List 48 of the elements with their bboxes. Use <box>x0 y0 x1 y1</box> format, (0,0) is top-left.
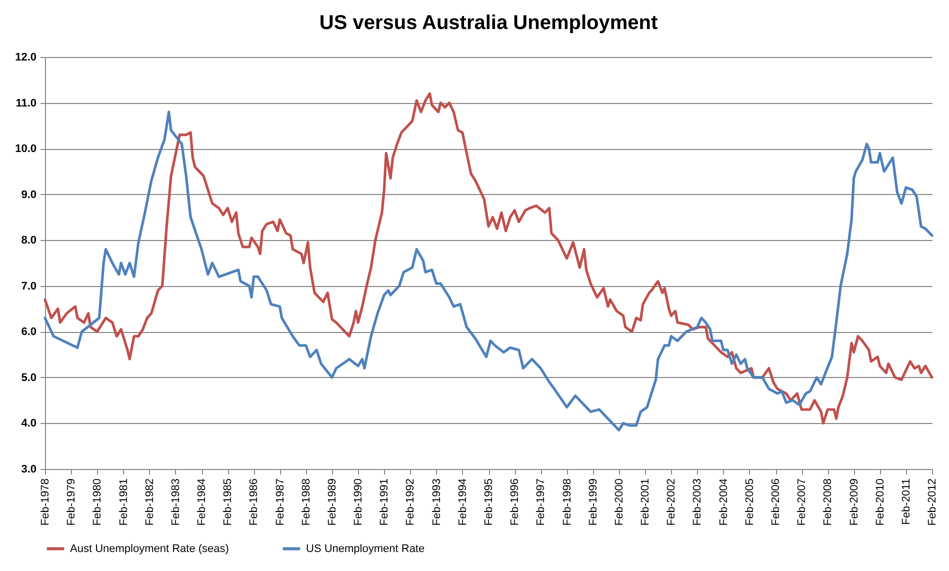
x-tick-label: Feb-2000 <box>613 478 626 526</box>
x-tick-label: Feb-2001 <box>640 478 652 526</box>
y-tick-label: 10.0 <box>15 143 36 156</box>
y-tick-label: 11.0 <box>16 97 36 110</box>
x-tick-label: Feb-1985 <box>222 478 234 526</box>
x-tick-label: Feb-1999 <box>587 478 600 526</box>
x-tick-label: Feb-1992 <box>404 478 417 526</box>
x-tick-label: Feb-2009 <box>848 478 860 526</box>
x-tick-label: Feb-1989 <box>326 478 338 526</box>
chart-title: US versus Australia Unemployment <box>319 12 658 34</box>
x-tick-label: Feb-2010 <box>874 478 886 526</box>
y-tick-label: 4.0 <box>21 418 36 430</box>
x-tick-label: Feb-1979 <box>66 478 78 526</box>
y-tick-label: 12.0 <box>15 52 36 64</box>
y-tick-label: 6.0 <box>21 326 36 338</box>
x-tick-label: Feb-2008 <box>822 478 834 526</box>
x-tick-label: Feb-1983 <box>170 478 182 526</box>
y-tick-label: 5.0 <box>21 372 36 384</box>
x-tick-label: Feb-1996 <box>509 478 522 526</box>
x-tick-label: Feb-1988 <box>300 478 312 526</box>
legend-label: Aust Unemployment Rate (seas) <box>70 542 229 555</box>
x-tick-label: Feb-2011 <box>900 478 912 525</box>
x-tick-label: Feb-1981 <box>118 478 130 526</box>
x-tick-label: Feb-1993 <box>430 478 443 526</box>
x-tick-label: Feb-2003 <box>692 478 704 526</box>
x-tick-label: Feb-1984 <box>196 478 208 526</box>
legend-label: US Unemployment Rate <box>306 542 425 555</box>
x-tick-label: Feb-1980 <box>92 478 104 526</box>
x-tick-label: Feb-1986 <box>248 478 260 526</box>
x-tick-label: Feb-1991 <box>378 478 391 526</box>
x-tick-label: Feb-1987 <box>274 478 286 526</box>
x-tick-label: Feb-1990 <box>352 478 365 526</box>
x-tick-label: Feb-1978 <box>40 478 52 526</box>
x-tick-label: Feb-2005 <box>744 478 756 526</box>
x-tick-label: Feb-2012 <box>926 478 938 526</box>
x-tick-label: Feb-1995 <box>483 478 495 526</box>
x-tick-label: Feb-1998 <box>561 478 574 526</box>
x-tick-label: Feb-1994 <box>456 478 469 526</box>
x-tick-label: Feb-2004 <box>718 478 730 526</box>
x-tick-label: Feb-2006 <box>770 478 782 526</box>
y-tick-label: 9.0 <box>21 188 36 201</box>
x-tick-label: Feb-1997 <box>535 478 548 526</box>
y-tick-label: 7.0 <box>21 280 36 292</box>
y-tick-label: 8.0 <box>21 234 36 247</box>
y-tick-label: 3.0 <box>21 464 36 476</box>
x-tick-label: Feb-2002 <box>666 478 678 526</box>
x-tick-label: Feb-2007 <box>796 478 808 526</box>
x-tick-label: Feb-1982 <box>144 478 156 526</box>
